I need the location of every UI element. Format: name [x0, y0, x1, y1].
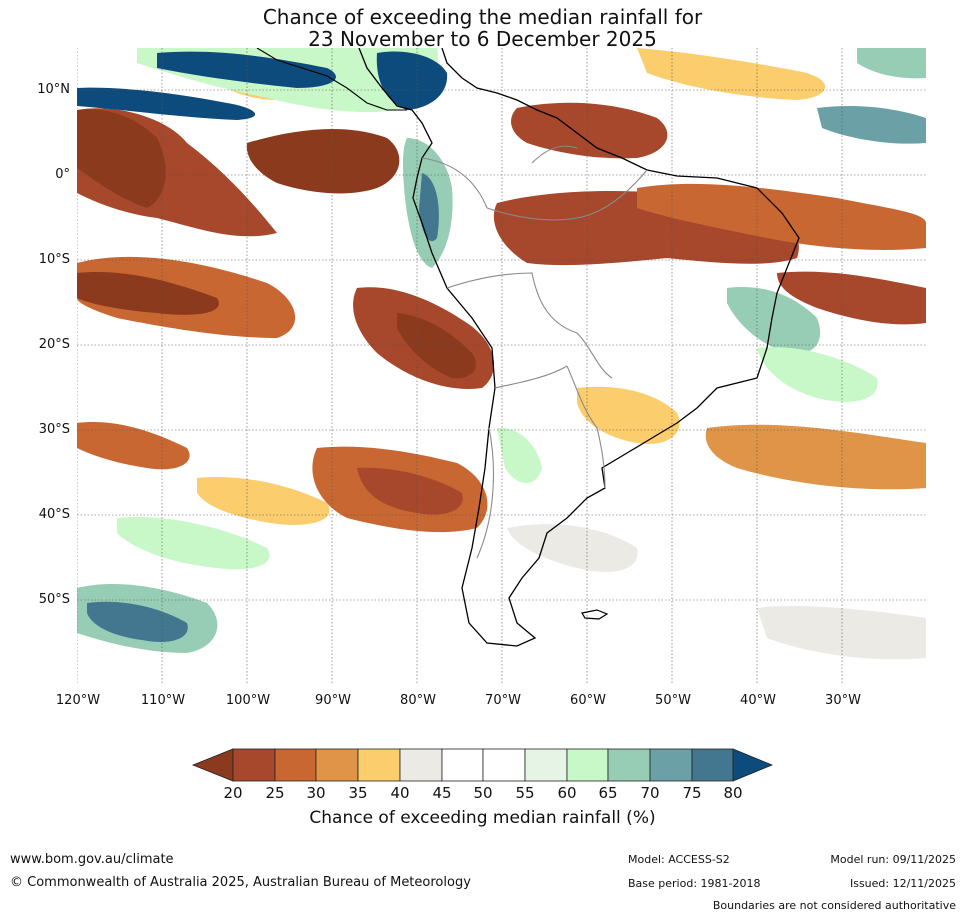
colorbar-bin	[649, 748, 693, 782]
model-name: Model: ACCESS-S2	[628, 853, 730, 866]
lat-label-0: 0°	[55, 167, 70, 182]
lon-label-90w: 90°W	[315, 693, 351, 708]
colorbar-label-45: 45	[432, 784, 452, 802]
colorbar-label-40: 40	[390, 784, 410, 802]
colorbar-bin	[357, 748, 401, 782]
rainfall-probability-map	[77, 48, 926, 685]
lat-label-40s: 40°S	[38, 507, 70, 522]
lat-label-10n: 10°N	[37, 82, 70, 97]
colorbar-label-20: 20	[223, 784, 243, 802]
colorbar-bin	[607, 748, 651, 782]
lon-label-70w: 70°W	[485, 693, 521, 708]
colorbar-high-extension	[732, 748, 774, 782]
country-borders	[421, 145, 648, 559]
colorbar-bin	[274, 748, 317, 782]
colorbar-label-25: 25	[265, 784, 285, 802]
graticule	[77, 48, 926, 685]
rainfall-anomaly-fill	[77, 48, 926, 660]
lon-label-120w: 120°W	[55, 693, 101, 708]
colorbar-label-50: 50	[473, 784, 493, 802]
colorbar-bin	[232, 748, 276, 782]
lon-label-80w: 80°W	[400, 693, 436, 708]
colorbar-label-60: 60	[557, 784, 577, 802]
lon-label-40w: 40°W	[740, 693, 776, 708]
central-america-coastline	[256, 48, 407, 111]
colorbar-label-55: 55	[515, 784, 535, 802]
colorbar-label-30: 30	[306, 784, 326, 802]
colorbar-bin	[566, 748, 609, 782]
falkland-islands	[581, 609, 609, 620]
lat-label-20s: 20°S	[38, 337, 70, 352]
colorbar-label-70: 70	[640, 784, 660, 802]
colorbar-bin	[524, 748, 568, 782]
south-america-coastline	[358, 48, 800, 647]
colorbar-label-80: 80	[723, 784, 743, 802]
colorbar-bin	[315, 748, 359, 782]
lat-label-10s: 10°S	[38, 252, 70, 267]
colorbar	[191, 748, 774, 782]
colorbar-bin	[441, 748, 484, 782]
map-title-line-1: Chance of exceeding the median rainfall …	[262, 5, 703, 29]
lon-label-110w: 110°W	[140, 693, 186, 708]
colorbar-label-75: 75	[682, 784, 702, 802]
map-title-line-2: 23 November to 6 December 2025	[308, 27, 657, 51]
colorbar-label-35: 35	[348, 784, 368, 802]
issued-date: Issued: 12/11/2025	[849, 877, 956, 890]
lon-label-50w: 50°W	[655, 693, 691, 708]
colorbar-low-extension	[191, 748, 234, 782]
website-link[interactable]: www.bom.gov.au/climate	[10, 852, 174, 867]
lon-label-30w: 30°W	[825, 693, 861, 708]
lon-label-100w: 100°W	[225, 693, 271, 708]
lat-label-30s: 30°S	[38, 422, 70, 437]
base-period: Base period: 1981-2018	[628, 877, 761, 890]
colorbar-label-65: 65	[598, 784, 618, 802]
copyright-notice: © Commonwealth of Australia 2025, Austra…	[10, 875, 471, 890]
lon-label-60w: 60°W	[570, 693, 606, 708]
colorbar-title: Chance of exceeding median rainfall (%)	[309, 808, 656, 828]
colorbar-bin	[399, 748, 443, 782]
colorbar-bin	[482, 748, 526, 782]
boundaries-disclaimer: Boundaries are not considered authoritat…	[712, 899, 956, 912]
model-run-date: Model run: 09/11/2025	[830, 853, 956, 866]
lat-label-50s: 50°S	[38, 592, 70, 607]
colorbar-bin	[691, 748, 734, 782]
